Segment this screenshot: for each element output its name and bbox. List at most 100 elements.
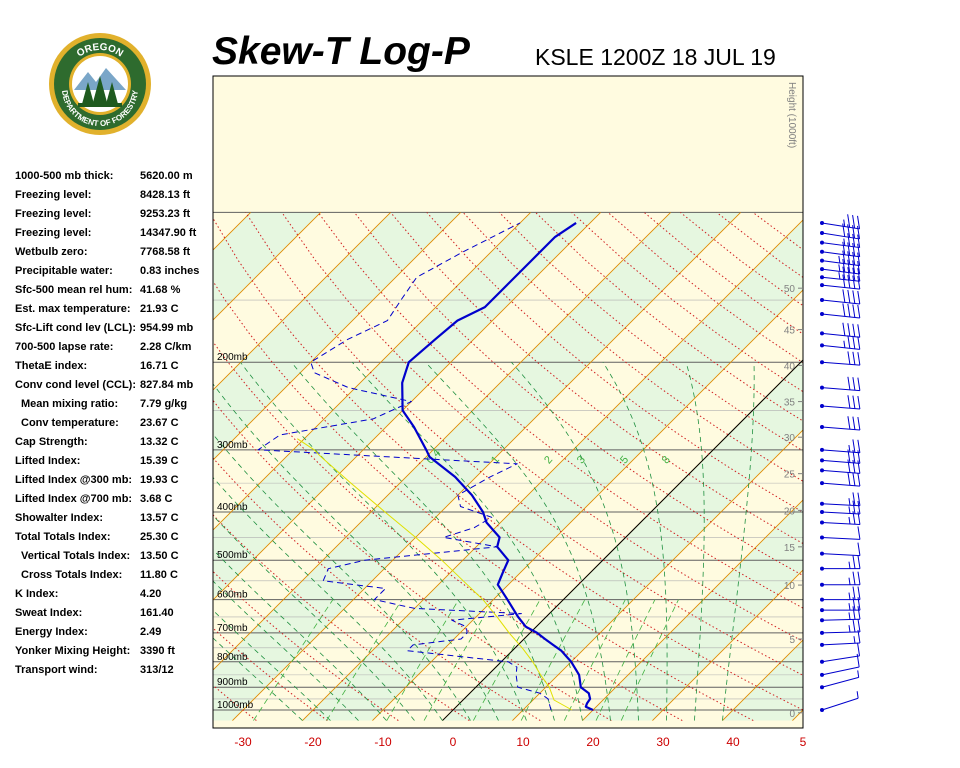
height-tick-label: 25 (784, 470, 796, 481)
pressure-label: 400mb (217, 502, 248, 513)
oregon-forestry-logo: OREGON DEPARTMENT OF FORESTRY (49, 33, 151, 135)
wind-barb-flag (852, 260, 856, 274)
x-tick-label: -20 (304, 735, 322, 749)
index-row: Conv cond level (CCL): 827.84 mb (15, 377, 215, 396)
wind-barb-half (853, 636, 856, 644)
wind-barb-staff (821, 426, 860, 431)
isotherm-line (372, 289, 803, 721)
wind-barb-flag (857, 290, 861, 305)
wind-barb-flag (857, 336, 861, 350)
index-row: 700-500 lapse rate: 2.28 C/km (15, 339, 215, 358)
isotherm-line (862, 212, 960, 720)
index-label: Lifted Index @700 mb: (15, 493, 133, 505)
index-value: 14347.90 ft (140, 227, 197, 239)
wind-barb (820, 653, 860, 677)
wind-barb-half (848, 444, 851, 453)
wind-barb-flag (857, 450, 861, 464)
index-value: 19.93 C (140, 474, 179, 486)
wind-barb-flag (847, 449, 851, 463)
wind-barb-flag (857, 252, 861, 266)
temperature-profile-line (401, 221, 594, 711)
index-label: Freezing level: (15, 227, 92, 239)
wind-barb-dot (820, 481, 824, 486)
x-tick-label: 5 (800, 735, 807, 749)
wind-barb-flag (852, 597, 856, 611)
index-value: 8428.13 ft (140, 189, 191, 201)
wind-barb-flag (847, 267, 851, 281)
wind-barb-flag (847, 416, 851, 430)
wind-barb-flag (852, 304, 856, 318)
wind-barb-flag (852, 555, 856, 569)
temperature-band (213, 212, 741, 721)
wind-barb-flag (852, 233, 856, 247)
index-label: Est. max temperature: (15, 303, 131, 315)
wind-barb-dot (820, 240, 824, 245)
wind-barb-flag (842, 250, 846, 264)
wind-barb-flag (847, 289, 851, 304)
wind-barb-flag (852, 606, 856, 620)
pressure-label: 300mb (217, 440, 248, 451)
wind-barb-flag (842, 266, 846, 280)
wind-barb-dot (820, 458, 824, 463)
dry-adiabat (213, 399, 612, 721)
index-row: Energy Index: 2.49 (15, 624, 215, 643)
wind-barb (820, 670, 860, 690)
wind-barb-flag (847, 472, 851, 486)
wind-barb-staff (821, 631, 861, 634)
index-label: Transport wind: (15, 664, 98, 676)
moist-adiabat (213, 433, 471, 721)
temperature-band (0, 212, 41, 720)
wind-barb-dot (820, 535, 824, 540)
wind-barb-flag (852, 586, 856, 600)
index-label: Precipitable water: (15, 265, 113, 277)
wind-barb-flag (857, 243, 861, 257)
wind-barb (820, 618, 861, 635)
x-tick-label: -30 (234, 735, 252, 749)
wind-barb-half (843, 219, 846, 227)
height-tick-label: 0 (789, 709, 795, 720)
index-row: Showalter Index: 13.57 C (15, 510, 215, 529)
dry-adiabat (353, 212, 803, 577)
wind-barb-dot (820, 582, 824, 587)
index-label: Total Totals Index: (15, 531, 111, 543)
index-row: Freezing level: 14347.90 ft (15, 225, 215, 244)
wind-barb-dot (820, 230, 824, 235)
wind-barb-dot (820, 447, 824, 452)
wind-barb-flag (857, 571, 861, 585)
wind-barb-flag (857, 597, 861, 611)
wind-barb-dot (820, 618, 824, 623)
index-label: Showalter Index: (15, 512, 104, 524)
isotherm-line (302, 219, 803, 721)
wind-barb-flag (852, 459, 856, 474)
wind-barb-flag (852, 215, 856, 229)
wind-barb-dot (820, 425, 824, 430)
index-row: 1000-500 mb thick: 5620.00 m (15, 168, 215, 187)
index-row: Lifted Index @700 mb: 3.68 C (15, 491, 215, 510)
index-row: Freezing level: 8428.13 ft (15, 187, 215, 206)
wind-barb-flag (842, 322, 846, 336)
temperature-band (862, 212, 960, 720)
x-tick-label: 20 (586, 735, 600, 749)
wind-barb-dot (820, 360, 824, 365)
wind-barb-half (848, 561, 851, 569)
wind-barb-flag (842, 289, 846, 303)
wind-barb-flag (857, 526, 861, 540)
wind-barb-dot (820, 331, 824, 336)
wind-barb-flag (852, 225, 856, 239)
wind-barb-dot (820, 404, 824, 409)
wind-barb-flag (857, 500, 861, 515)
dry-adiabat (498, 212, 803, 452)
index-value: 313/12 (140, 664, 174, 676)
wind-barb-half (838, 272, 841, 280)
wind-barb-half (848, 516, 851, 525)
wind-barb (820, 376, 861, 392)
index-row: Cap Strength: 13.32 C (15, 434, 215, 453)
index-label: Mean mixing ratio: (21, 398, 119, 410)
mixing-ratio-line (386, 599, 460, 721)
dewpoint-profile-line (257, 222, 552, 711)
index-value: 9253.23 ft (140, 208, 191, 220)
wind-barb-flag (852, 416, 856, 430)
wind-barb-dot (820, 630, 824, 635)
wind-barb-staff (821, 676, 859, 688)
height-tick-label: 30 (784, 433, 796, 444)
